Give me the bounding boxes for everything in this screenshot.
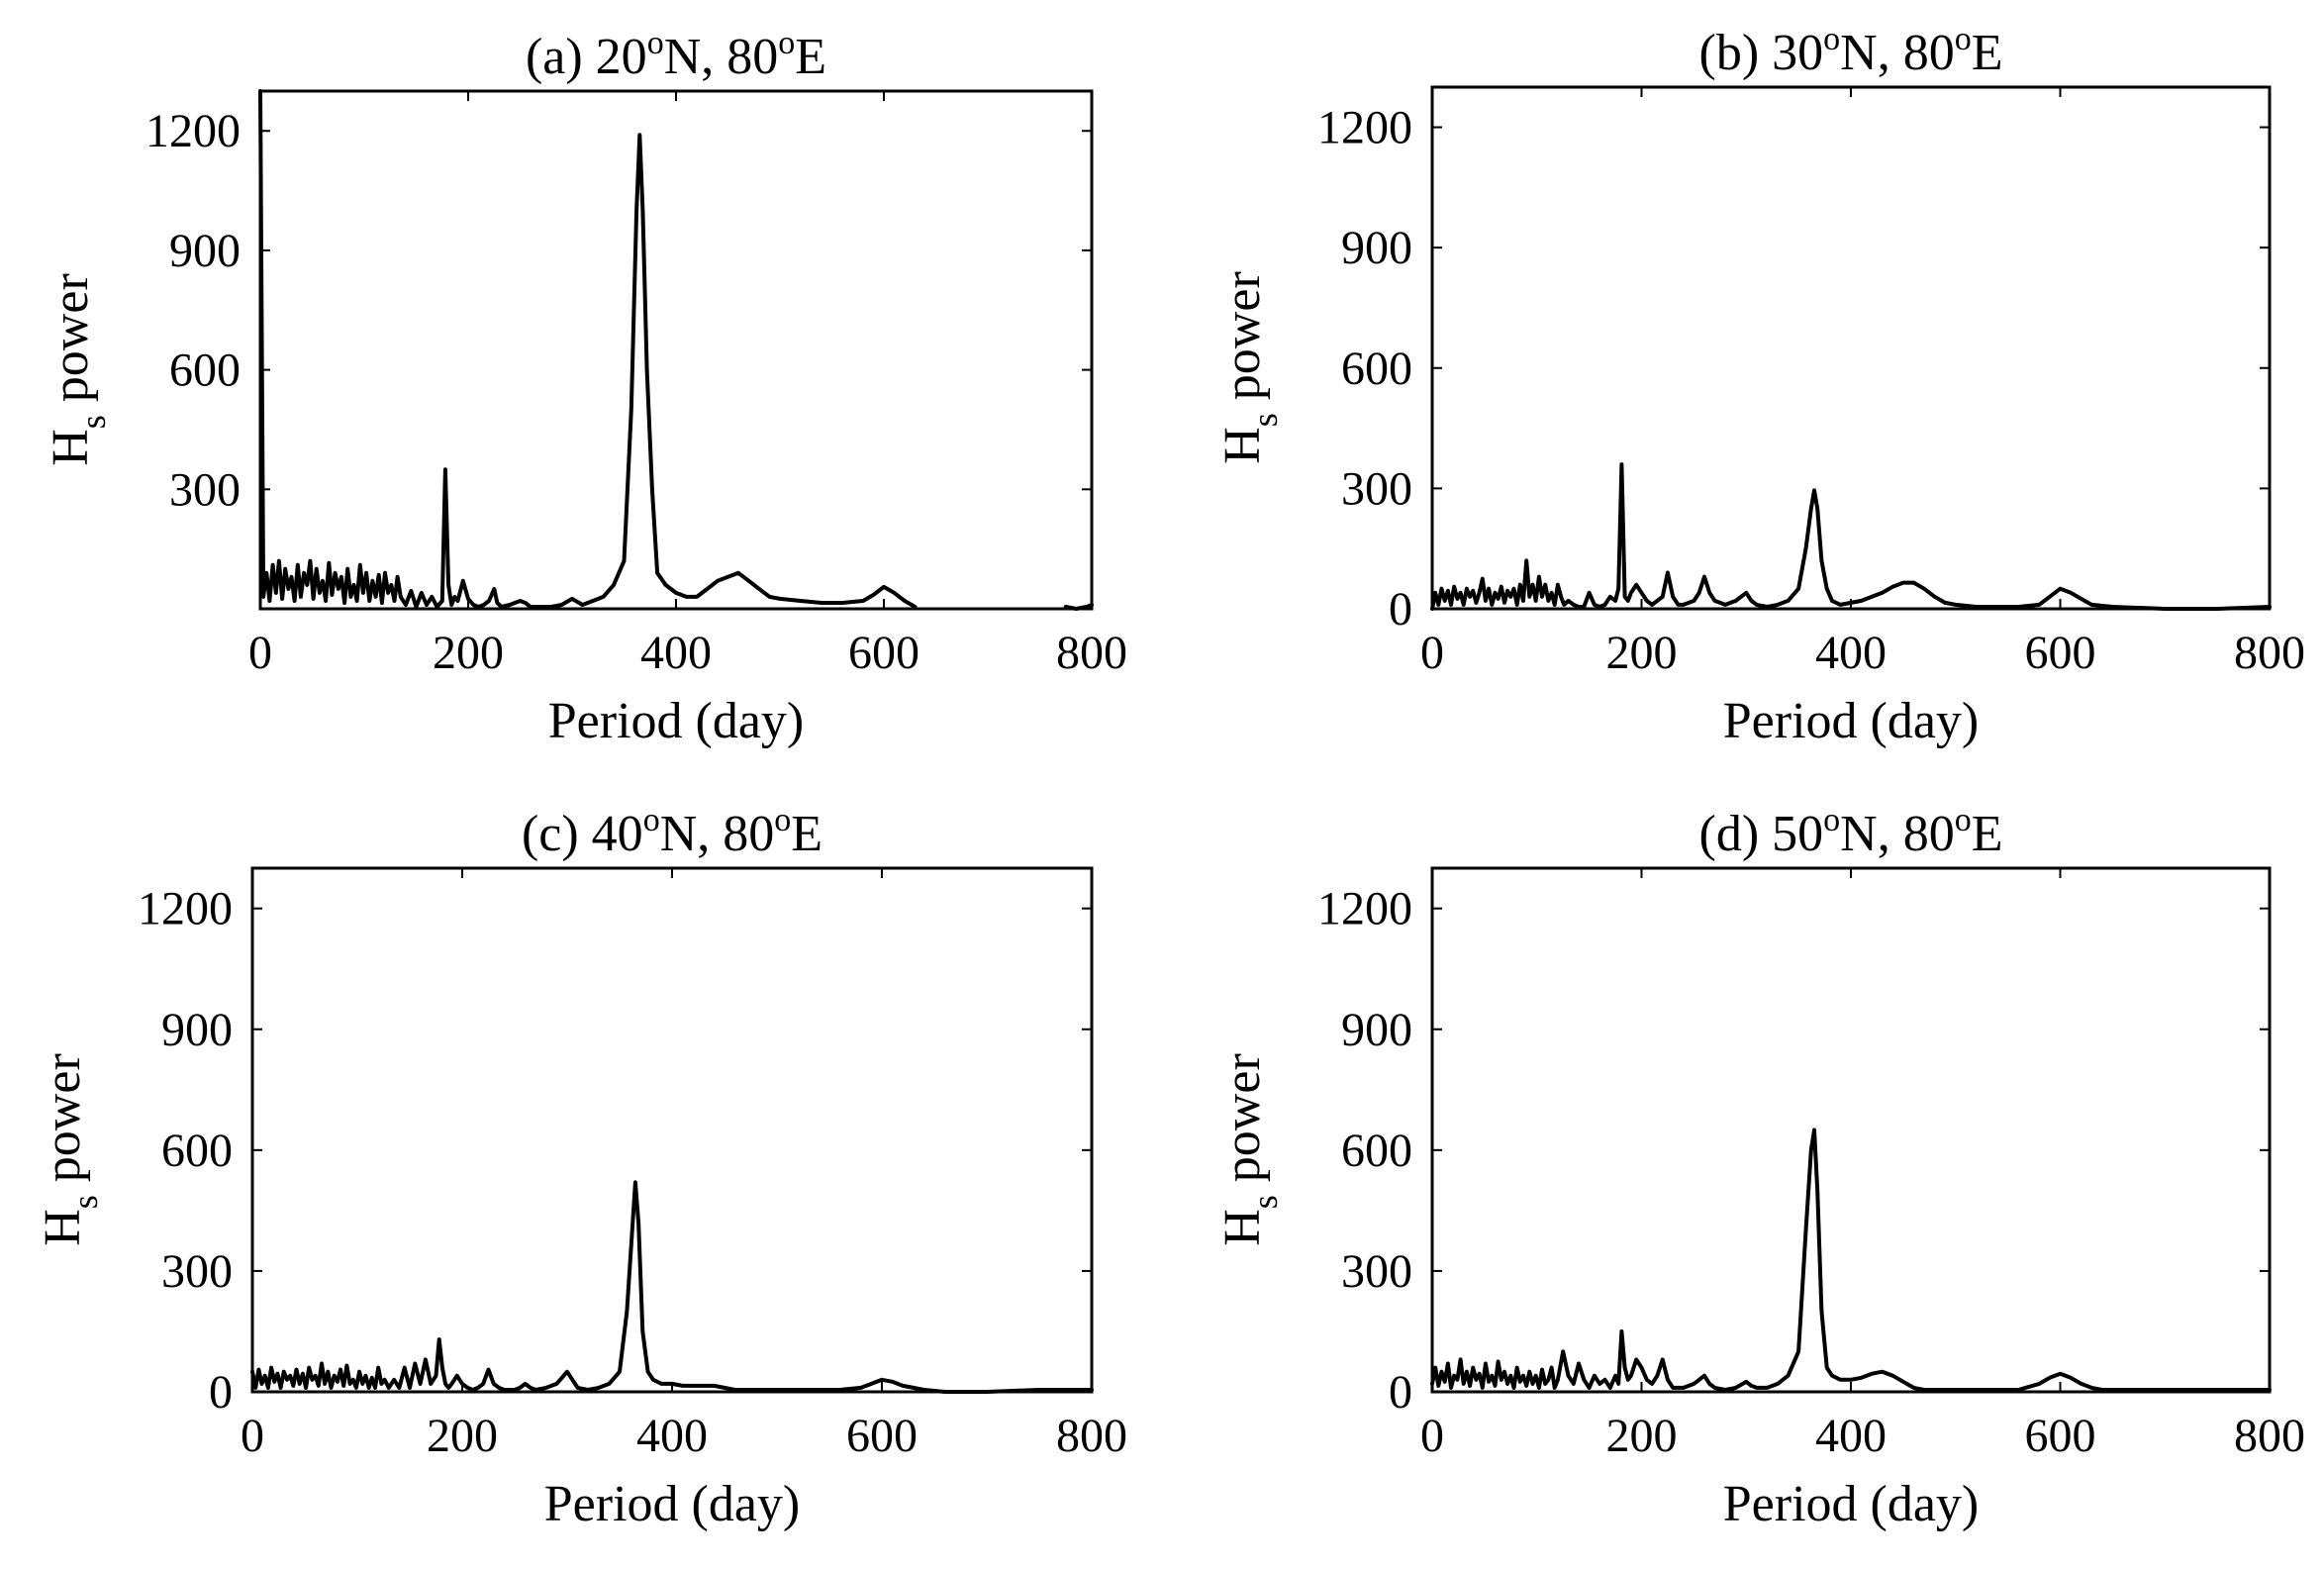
panel-d-y-tick-label: 600 xyxy=(1341,1125,1412,1177)
panel-b-axes-frame xyxy=(1430,85,2272,611)
panel-d-axes-frame xyxy=(1430,866,2272,1394)
panel-c-title: (c) 40oN, 80oE xyxy=(522,802,823,862)
panel-c-y-tick-label: 1200 xyxy=(138,883,233,935)
panel-a-series-line xyxy=(258,89,918,609)
panel-c-x-tick-label: 800 xyxy=(1056,1410,1127,1462)
panel-b-x-tick-label: 200 xyxy=(1606,627,1678,679)
panel-d-x-tick-label: 400 xyxy=(1815,1410,1887,1462)
panel-c-series-line xyxy=(250,1180,1094,1394)
panel-d-x-tick-label: 0 xyxy=(1420,1410,1444,1462)
panel-b-x-tick-label: 800 xyxy=(2234,627,2305,679)
panel-d: 0 200 400 600 800 0 300 600 900 1200 (d) 50oN, 80o… xyxy=(1214,802,2305,1532)
panel-d-y-tick-label: 0 xyxy=(1389,1366,1412,1419)
panel-a-x-tick-label: 800 xyxy=(1056,627,1127,679)
panel-d-y-axis-title: Hs power xyxy=(1214,1053,1285,1246)
panel-a-y-tick-label: 1200 xyxy=(145,105,241,157)
panel-a-series-line-1 xyxy=(1063,603,1094,611)
panel-a-y-axis-title: Hs power xyxy=(43,273,113,466)
panel-d-x-tick-label: 800 xyxy=(2234,1410,2305,1462)
panel-b-series-line xyxy=(1430,462,2272,611)
panel-d-title: (d) 50oN, 80oE xyxy=(1699,802,2003,862)
panel-c-axes-frame xyxy=(250,866,1094,1394)
panel-c-y-axis-title: Hs power xyxy=(35,1053,105,1246)
panel-d-y-tick-label: 1200 xyxy=(1317,883,1412,935)
panel-c-y-tick-label: 600 xyxy=(161,1125,233,1177)
panel-a: 0 200 400 600 800 300 600 900 1200 (a) 20oN, 80oE… xyxy=(43,25,1127,749)
panel-c-x-axis-title: Period (day) xyxy=(544,1476,800,1532)
panel-d-x-tick-label: 600 xyxy=(2025,1410,2096,1462)
panel-b-y-tick-label: 900 xyxy=(1341,222,1412,274)
panel-b-y-tick-label: 1200 xyxy=(1317,102,1412,154)
panel-c-x-tick-label: 0 xyxy=(241,1410,264,1462)
panel-b-title: (b) 30oN, 80oE xyxy=(1699,21,2003,81)
panel-b-y-tick-label: 0 xyxy=(1389,583,1412,636)
panel-b: 0 200 400 600 800 0 300 600 900 1200 (b) 30oN, 80o… xyxy=(1214,21,2305,749)
panel-a-x-tick-label: 200 xyxy=(433,627,504,679)
panel-a-x-tick-label: 600 xyxy=(848,627,920,679)
panel-a-title: (a) 20oN, 80oE xyxy=(526,25,826,85)
panel-a-y-tick-label: 300 xyxy=(169,463,241,516)
panel-b-x-tick-label: 0 xyxy=(1420,627,1444,679)
panel-b-x-tick-label: 400 xyxy=(1815,627,1887,679)
panel-d-x-tick-label: 200 xyxy=(1606,1410,1678,1462)
panel-c-y-tick-label: 300 xyxy=(161,1245,233,1298)
panel-a-x-tick-label: 0 xyxy=(248,627,272,679)
panel-a-x-tick-label: 400 xyxy=(640,627,712,679)
panel-b-y-tick-label: 600 xyxy=(1341,343,1412,395)
panel-d-y-tick-label: 900 xyxy=(1341,1004,1412,1056)
panel-a-axes-frame xyxy=(258,89,1094,611)
panel-a-y-tick-label: 900 xyxy=(169,225,241,277)
panel-d-y-tick-label: 300 xyxy=(1341,1245,1412,1298)
panel-a-x-axis-title: Period (day) xyxy=(548,693,804,749)
panel-c: 0 200 400 600 800 0 300 600 900 1200 (c) 40oN, 80o… xyxy=(35,802,1127,1532)
panel-c-x-tick-label: 200 xyxy=(427,1410,498,1462)
panel-c-x-tick-label: 600 xyxy=(846,1410,918,1462)
panel-b-y-axis-title: Hs power xyxy=(1214,271,1285,464)
panel-a-y-tick-label: 600 xyxy=(169,344,241,397)
panel-c-y-tick-label: 900 xyxy=(161,1004,233,1056)
panel-b-y-tick-label: 300 xyxy=(1341,462,1412,515)
panel-c-y-tick-label: 0 xyxy=(209,1366,233,1419)
panel-b-x-tick-label: 600 xyxy=(2025,627,2096,679)
panel-d-x-axis-title: Period (day) xyxy=(1723,1476,1979,1532)
panel-c-x-tick-label: 400 xyxy=(636,1410,708,1462)
panel-b-x-axis-title: Period (day) xyxy=(1723,693,1979,749)
panel-d-series-line xyxy=(1430,1128,2272,1392)
